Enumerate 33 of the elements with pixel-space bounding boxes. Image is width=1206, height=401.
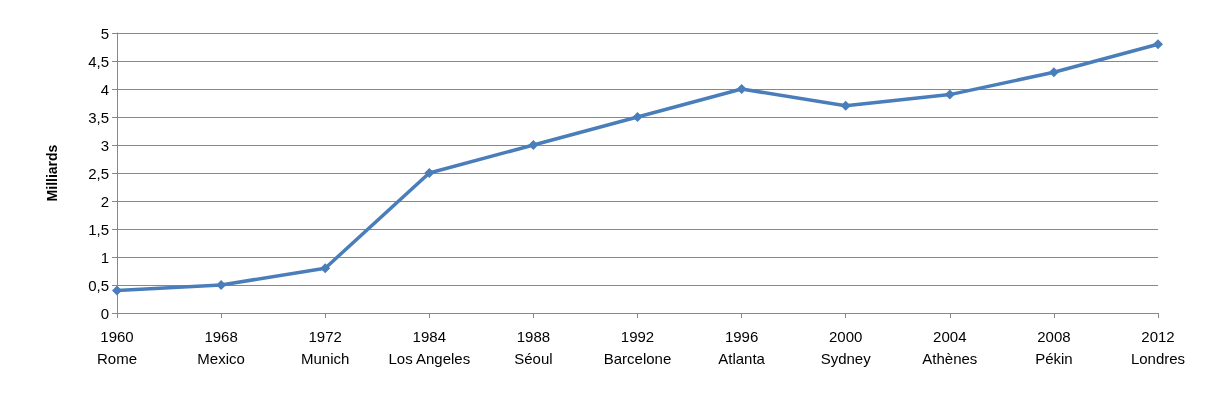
y-axis-title: Milliards bbox=[44, 144, 60, 202]
x-tick-label: 2012 Londres bbox=[1130, 327, 1186, 367]
y-tick-label: 4,5 bbox=[88, 52, 109, 70]
x-tick-label: 1968 Mexico bbox=[197, 327, 245, 367]
y-tick-label: 3 bbox=[100, 136, 109, 154]
y-tick-label: 0 bbox=[100, 304, 109, 322]
x-tick-label: 1960 Rome bbox=[96, 327, 138, 367]
point bbox=[112, 285, 122, 296]
x-tick-label: 1996 Atlanta bbox=[718, 327, 766, 367]
y-tick-label: 3,5 bbox=[88, 108, 109, 126]
x-tick-label: 2000 Sydney bbox=[820, 327, 872, 367]
point bbox=[1048, 67, 1059, 78]
point bbox=[944, 89, 955, 100]
y-tick-label: 1 bbox=[100, 248, 109, 266]
point bbox=[632, 112, 643, 122]
point bbox=[424, 168, 435, 178]
y-tick-label: 2 bbox=[100, 192, 109, 210]
x-tick-label: 1984 Los Angeles bbox=[388, 327, 471, 367]
point bbox=[320, 263, 331, 274]
y-tick-label: 1,5 bbox=[88, 220, 109, 238]
point bbox=[1153, 39, 1163, 50]
y-tick-label: 5 bbox=[100, 24, 109, 42]
x-tick-label: 2004 Athènes bbox=[922, 327, 978, 367]
y-tick-label: 2,5 bbox=[88, 164, 109, 182]
point bbox=[528, 140, 539, 150]
point bbox=[736, 84, 747, 94]
y-tick-label: 4 bbox=[100, 80, 109, 98]
y-tick-label: 0,5 bbox=[88, 276, 109, 294]
x-tick-label: 1988 Séoul bbox=[514, 327, 553, 367]
point bbox=[840, 100, 851, 111]
x-tick-label: 1972 Munich bbox=[301, 327, 350, 367]
x-tick-label: 2008 Pékin bbox=[1035, 327, 1073, 367]
x-tick-label: 1992 Barcelone bbox=[603, 327, 672, 367]
